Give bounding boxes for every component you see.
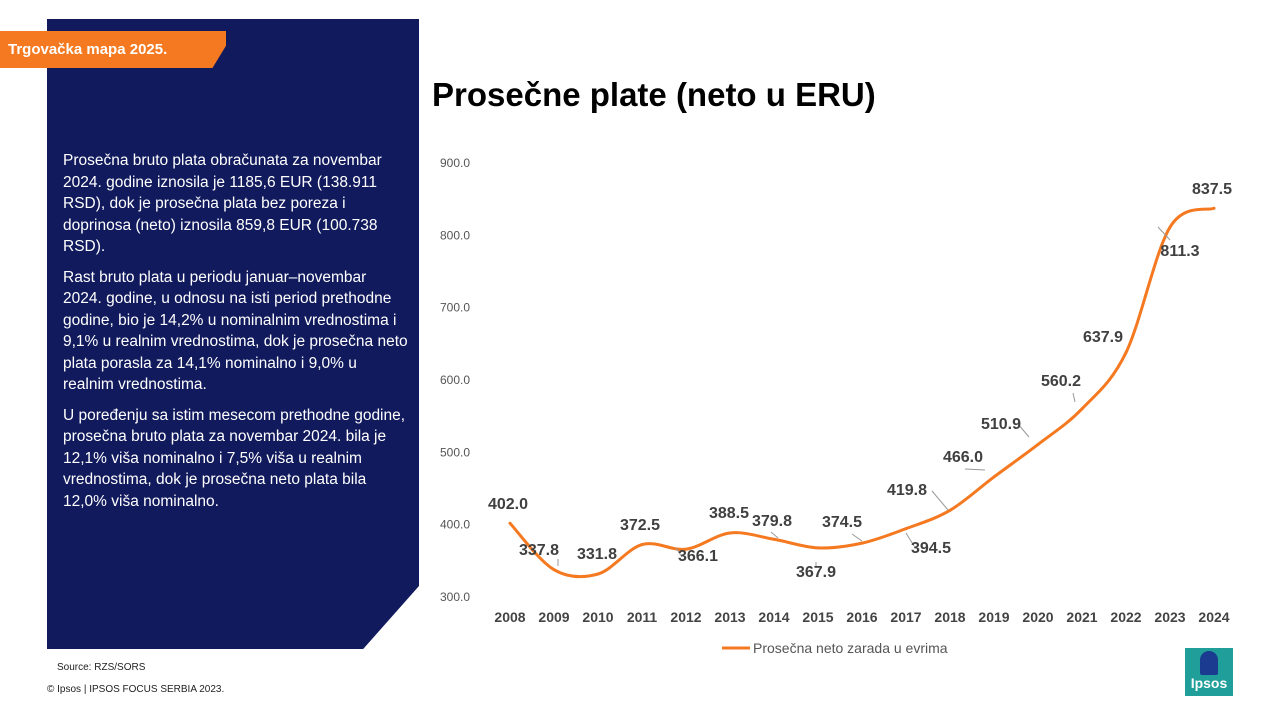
info-paragraph-1: Prosečna bruto plata obračunata za novem… [63,152,382,255]
data-point [552,568,556,572]
data-point [684,547,688,551]
data-label: 419.8 [887,482,927,499]
data-label: 394.5 [911,540,951,557]
data-label-leader [905,532,915,547]
data-point [728,531,732,535]
data-label-leader [675,547,683,558]
data-point [992,475,996,479]
x-tick-label: 2020 [1022,609,1053,625]
data-label: 366.1 [678,548,718,565]
x-tick-label: 2014 [758,609,789,625]
data-label: 337.8 [519,542,559,559]
chart-title: Prosečne plate (neto u ERU) [432,76,876,113]
data-label: 510.9 [981,416,1021,433]
x-tick-label: 2023 [1154,609,1185,625]
data-label: 560.2 [1041,373,1081,390]
data-label: 367.9 [796,564,836,581]
data-label: 637.9 [1083,329,1123,346]
data-label: 372.5 [620,517,660,534]
data-point [904,527,908,531]
data-point [948,508,952,512]
x-tick-label: 2008 [494,609,525,625]
x-tick-label: 2010 [582,609,613,625]
data-point [860,541,864,545]
data-point [816,546,820,550]
data-point [596,572,600,576]
data-label-leader [1017,423,1030,438]
x-tick-label: 2024 [1198,609,1229,625]
source-note: Source: RZS/SORS [57,662,146,673]
info-panel-text: Prosečna bruto plata obračunata za novem… [63,150,408,521]
data-label: 466.0 [943,449,983,466]
x-tick-label: 2022 [1110,609,1141,625]
data-point [1080,407,1084,411]
data-label: 388.5 [709,505,749,522]
x-tick-label: 2019 [978,609,1009,625]
y-tick-label: 600.0 [440,373,470,387]
info-panel [47,19,419,649]
series-line [508,206,1215,579]
data-label: 379.8 [752,513,792,530]
info-paragraph-3: U poređenju sa istim mesecom prethodne g… [63,406,406,510]
info-paragraph-2: Rast bruto plata u periodu januar–novemb… [63,268,408,394]
logo-text: Ipsos [1190,675,1228,691]
data-point [1168,225,1172,229]
data-point [508,521,512,525]
data-label-leader [964,468,986,471]
x-tick-label: 2016 [846,609,877,625]
logo-mark-icon [1200,651,1218,675]
y-tick-label: 900.0 [440,156,470,170]
x-tick-label: 2013 [714,609,745,625]
x-tick-label: 2018 [934,609,965,625]
copyright-note: © Ipsos | IPSOS FOCUS SERBIA 2023. [47,684,225,695]
x-tick-label: 2011 [627,609,658,625]
data-label-leader [851,533,863,542]
data-label-leader [1157,226,1171,241]
y-tick-label: 700.0 [440,301,470,315]
x-tick-label: 2012 [670,609,701,625]
x-tick-label: 2015 [802,609,833,625]
data-label: 837.5 [1192,181,1232,198]
data-point [640,543,644,547]
data-point [1036,442,1040,446]
data-label: 374.5 [822,514,862,531]
y-tick-label: 800.0 [440,228,470,242]
data-label-leader [770,531,779,539]
legend-label: Prosečna neto zarada u evrima [753,640,948,656]
x-tick-label: 2017 [890,609,921,625]
y-tick-label: 400.0 [440,518,470,532]
ipsos-logo: Ipsos [1185,648,1233,696]
data-label-leader [1072,392,1076,403]
data-label: 811.3 [1160,243,1199,260]
slide-tag: Trgovačka mapa 2025. [0,31,226,68]
y-tick-label: 300.0 [440,590,470,604]
data-label: 331.8 [577,546,617,563]
data-point [1212,206,1216,210]
y-tick-label: 500.0 [440,445,470,459]
data-label: 402.0 [488,496,528,513]
x-tick-label: 2021 [1066,609,1097,625]
data-label-leader [931,490,949,511]
data-point [1124,351,1128,355]
data-point [772,537,776,541]
x-tick-label: 2009 [538,609,569,625]
